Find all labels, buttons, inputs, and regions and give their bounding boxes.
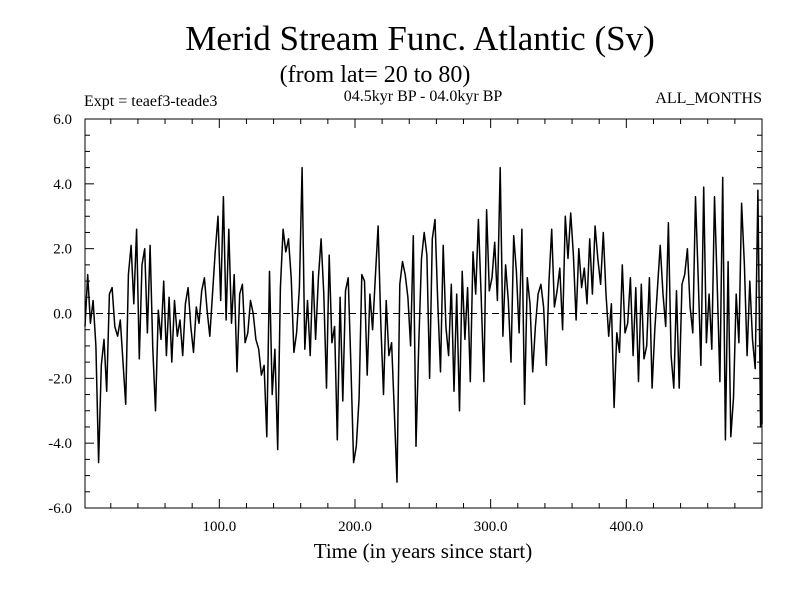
x-tick-label: 200.0 [338, 519, 372, 535]
y-tick-label: -4.0 [48, 436, 72, 452]
x-tick-label: 100.0 [202, 519, 236, 535]
x-tick-label: 400.0 [609, 519, 643, 535]
y-tick-label: 0.0 [53, 307, 72, 323]
period-label: 04.5kyr BP - 04.0kyr BP [344, 88, 503, 105]
experiment-label: Expt = teaef3-teade3 [84, 93, 217, 110]
y-tick-label: 4.0 [53, 177, 72, 193]
x-tick-label: 300.0 [474, 519, 508, 535]
y-tick-labels: -6.0 -4.0 -2.0 0.0 2.0 4.0 6.0 [48, 112, 72, 517]
chart-subtitle: (from lat= 20 to 80) [280, 62, 471, 88]
series-line [84, 166, 763, 483]
y-tick-label: -6.0 [48, 501, 72, 517]
y-tick-label: 2.0 [53, 242, 72, 258]
chart-title: Merid Stream Func. Atlantic (Sv) [185, 19, 655, 58]
y-tick-label: -2.0 [48, 371, 72, 387]
months-label: ALL_MONTHS [655, 90, 762, 107]
x-tick-labels: 100.0 200.0 300.0 400.0 [202, 519, 643, 535]
x-axis-label: Time (in years since start) [314, 539, 533, 563]
y-tick-label: 6.0 [53, 112, 72, 128]
